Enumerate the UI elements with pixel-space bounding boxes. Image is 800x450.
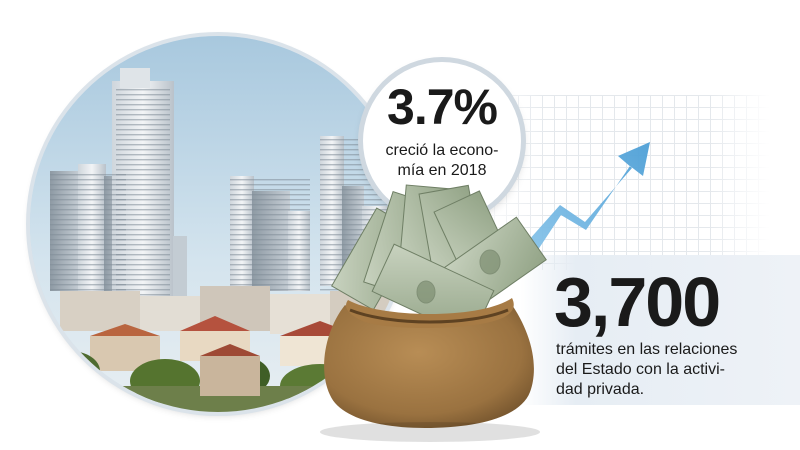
- growth-caption-line: creció la econo-: [385, 142, 499, 159]
- growth-value: 3.7%: [387, 79, 498, 135]
- procedures-caption: trámites en las relaciones del Estado co…: [556, 340, 737, 400]
- growth-caption-line: mía en 2018: [397, 162, 487, 179]
- growth-caption: creció la econo- mía en 2018: [363, 141, 521, 181]
- procedures-value: 3,700: [554, 263, 721, 341]
- procedures-caption-line: del Estado con la activi-: [556, 361, 725, 378]
- procedures-caption-line: trámites en las relaciones: [556, 341, 738, 358]
- stat-background-panel: [520, 255, 800, 405]
- procedures-caption-line: dad privada.: [556, 381, 645, 398]
- growth-stat-circle: 3.7% creció la econo- mía en 2018: [363, 62, 521, 220]
